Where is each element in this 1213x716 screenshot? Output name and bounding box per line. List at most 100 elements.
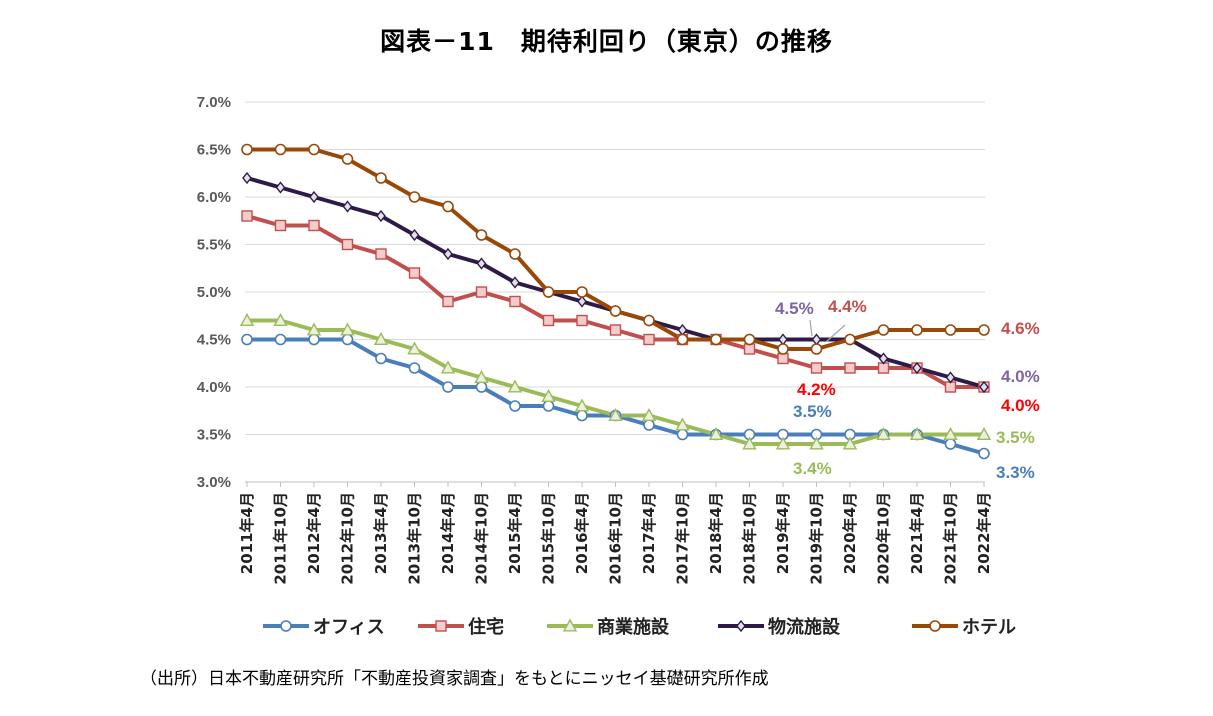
data-point-commercial xyxy=(306,322,322,336)
data-label: 4.0% xyxy=(1001,396,1040,415)
data-point-logistics xyxy=(912,361,922,375)
y-tick-label: 4.0% xyxy=(197,379,231,396)
data-point-hotel xyxy=(308,143,320,156)
legend-marker-office xyxy=(280,620,292,632)
data-point-office xyxy=(341,333,354,346)
data-point-commercial xyxy=(809,436,824,450)
data-point-office xyxy=(509,400,521,412)
data-point-hotel xyxy=(274,143,287,156)
data-point-commercial xyxy=(608,408,623,421)
data-point-commercial xyxy=(742,436,757,450)
legend-label-residential: 住宅 xyxy=(468,616,504,638)
data-point-office xyxy=(375,352,387,365)
data-point-logistics xyxy=(811,333,822,346)
data-point-office xyxy=(676,428,689,441)
data-point-logistics xyxy=(275,181,286,194)
legend-marker-logistics xyxy=(736,619,746,633)
data-point-office xyxy=(241,333,253,346)
data-point-residential xyxy=(341,238,354,251)
leader-line xyxy=(809,319,813,337)
data-label: 4.0% xyxy=(1001,367,1040,386)
legend-label-commercial: 商業施設 xyxy=(597,616,670,638)
x-tick-label: 2017年10月 xyxy=(674,492,692,585)
series-line-logistics xyxy=(245,176,986,389)
data-point-office xyxy=(475,381,488,393)
data-point-logistics xyxy=(945,371,956,384)
x-tick-label: 2019年4月 xyxy=(774,492,792,574)
data-point-hotel xyxy=(810,343,823,355)
data-point-commercial xyxy=(239,313,255,326)
data-point-commercial xyxy=(407,341,422,355)
data-point-hotel xyxy=(944,324,957,336)
legend-label-office: オフィス xyxy=(313,617,385,638)
x-tick-label: 2021年4月 xyxy=(908,492,926,574)
data-point-logistics xyxy=(376,209,386,223)
data-point-commercial xyxy=(876,427,891,440)
data-point-residential xyxy=(274,219,287,232)
data-point-office xyxy=(542,400,555,412)
data-point-residential xyxy=(241,210,253,222)
data-point-commercial xyxy=(574,398,590,412)
data-label: 3.5% xyxy=(793,402,832,421)
data-point-hotel xyxy=(743,333,756,346)
x-tick-label: 2015年10月 xyxy=(540,492,558,585)
y-tick-label: 3.5% xyxy=(197,427,231,444)
data-point-hotel xyxy=(911,324,923,336)
series-line-residential xyxy=(245,214,986,389)
x-tick-label: 2016年4月 xyxy=(573,492,591,574)
data-point-residential xyxy=(442,295,454,308)
data-point-hotel xyxy=(877,324,890,336)
data-point-logistics xyxy=(979,380,989,394)
data-point-commercial xyxy=(943,427,958,440)
data-point-hotel xyxy=(509,248,521,260)
data-point-office xyxy=(576,409,588,422)
x-tick-label: 2020年4月 xyxy=(841,492,859,574)
x-tick-label: 2015年4月 xyxy=(506,492,524,574)
data-point-residential xyxy=(844,362,856,374)
data-label: 4.4% xyxy=(828,297,867,316)
data-point-residential xyxy=(542,314,555,327)
data-point-residential xyxy=(643,333,655,346)
data-point-commercial xyxy=(440,360,456,374)
x-tick-label: 2020年10月 xyxy=(875,492,893,585)
data-point-office xyxy=(442,381,454,393)
data-point-logistics xyxy=(476,257,487,270)
data-point-logistics xyxy=(778,333,788,346)
data-point-residential xyxy=(777,352,789,365)
y-tick-label: 3.0% xyxy=(197,474,231,491)
x-tick-label: 2012年10月 xyxy=(339,492,357,585)
x-tick-label: 2022年4月 xyxy=(975,492,993,574)
x-tick-label: 2014年10月 xyxy=(473,492,491,585)
data-point-hotel xyxy=(609,305,622,317)
data-point-residential xyxy=(308,219,320,232)
data-point-logistics xyxy=(510,276,520,289)
data-point-hotel xyxy=(844,333,856,346)
data-point-hotel xyxy=(542,286,555,298)
x-tick-label: 2013年10月 xyxy=(406,492,424,585)
y-tick-label: 7.0% xyxy=(197,94,231,111)
data-point-commercial xyxy=(340,322,355,336)
leader-line xyxy=(825,324,846,343)
data-point-hotel xyxy=(475,229,488,241)
x-tick-label: 2014年4月 xyxy=(439,492,457,574)
data-label: 3.3% xyxy=(996,463,1035,482)
x-tick-label: 2011年10月 xyxy=(272,492,290,585)
chart-title: 図表－11 期待利回り（東京）の推移 xyxy=(380,27,833,56)
data-point-office xyxy=(643,419,655,431)
data-point-residential xyxy=(576,314,588,327)
x-tick-label: 2017年4月 xyxy=(640,492,658,574)
data-point-commercial xyxy=(507,379,523,393)
data-point-logistics xyxy=(242,171,252,185)
data-label: 3.4% xyxy=(793,459,832,478)
data-point-hotel xyxy=(341,153,354,165)
data-point-hotel xyxy=(576,286,588,298)
data-label: 4.2% xyxy=(797,380,836,399)
x-tick-label: 2018年4月 xyxy=(707,492,725,574)
legend-label-logistics: 物流施設 xyxy=(768,616,841,638)
data-point-commercial xyxy=(474,370,489,383)
data-point-logistics xyxy=(409,228,420,242)
y-tick-label: 6.0% xyxy=(197,189,231,206)
data-point-hotel xyxy=(241,143,253,156)
data-point-office xyxy=(274,333,287,346)
